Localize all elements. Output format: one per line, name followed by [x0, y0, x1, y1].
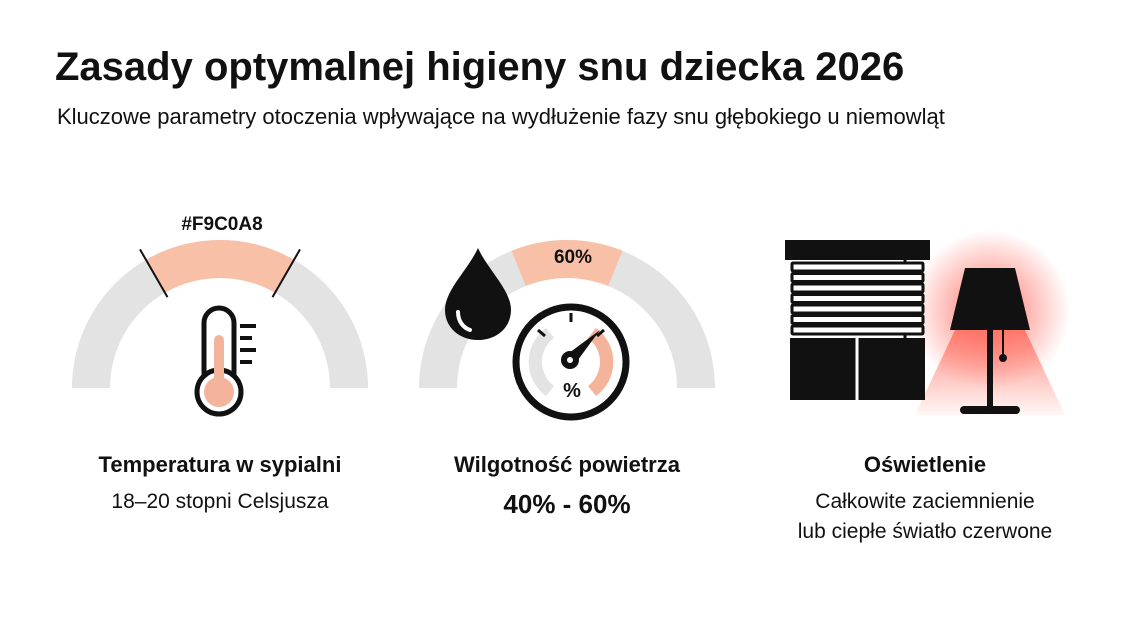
gauge-range [511, 240, 623, 287]
gauge-marker [139, 248, 169, 298]
gauge-range [146, 239, 294, 293]
blind-slat [790, 272, 925, 283]
card-heading: Oświetlenie [864, 452, 986, 477]
thermometer-icon [194, 305, 256, 417]
blind-slat [790, 282, 925, 294]
temperature-gauge [72, 239, 368, 388]
gauge-label: 60% [554, 247, 592, 268]
blind-slat [790, 261, 925, 273]
subtitle: Kluczowe parametry otoczenia wpływające … [57, 104, 945, 129]
blind-slat [790, 303, 925, 315]
dial-label: % [563, 380, 581, 402]
gauge-track [72, 240, 368, 388]
blind-slat [790, 314, 925, 325]
gauge-marker [271, 248, 301, 298]
card-description: 40% - 60% [503, 489, 630, 519]
gauge-label: #F9C0A8 [181, 214, 262, 235]
card-description: Całkowite zaciemnienie [815, 490, 1034, 513]
lamp-icon [950, 268, 1030, 414]
dial-icon [512, 303, 630, 421]
drop-highlight [456, 310, 472, 332]
card-description: 18–20 stopni Celsjusza [111, 490, 328, 513]
title: Zasady optymalnej higieny snu dziecka 20… [55, 45, 904, 89]
card-heading: Temperatura w sypialni [99, 452, 342, 477]
blind-slat [790, 324, 925, 336]
blinds-icon [785, 240, 930, 400]
card-description: lub ciepłe światło czerwone [798, 520, 1052, 543]
drop-icon [445, 248, 511, 340]
card-heading: Wilgotność powietrza [454, 452, 681, 477]
blind-slat [790, 293, 925, 304]
